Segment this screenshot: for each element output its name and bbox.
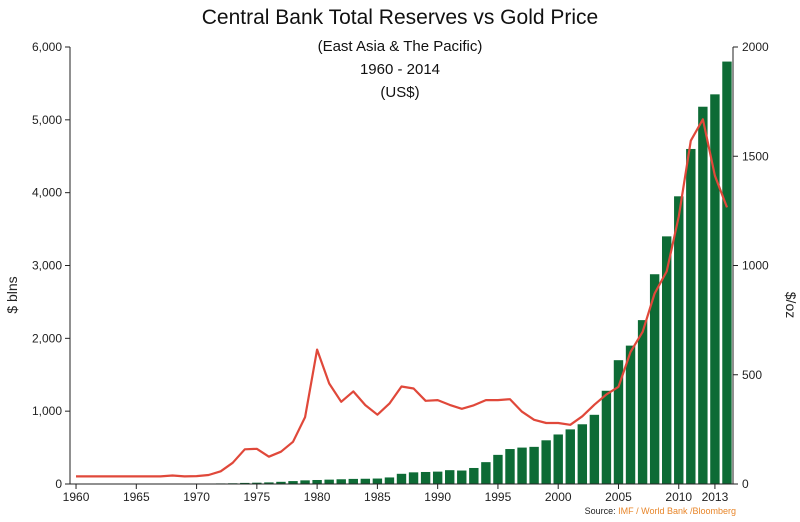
x-tick-label: 1965	[123, 490, 150, 504]
source-value: IMF / World Bank /Bloomberg	[618, 506, 736, 516]
y-left-tick-label: 3,000	[32, 259, 62, 273]
reserves-bar	[661, 236, 672, 484]
reserves-bar	[240, 482, 250, 484]
reserves-bar	[469, 467, 479, 484]
gold-line-layer	[76, 118, 729, 478]
reserves-bar	[698, 106, 708, 485]
reserves-bar	[529, 446, 539, 484]
reserves-bar	[396, 473, 407, 484]
reserves-bar	[324, 479, 334, 484]
reserves-bar	[336, 479, 346, 484]
reserves-bar	[553, 434, 563, 484]
reserves-bar	[710, 94, 720, 484]
y-left-tick-label: 2,000	[32, 331, 62, 345]
chart-title: Central Bank Total Reserves vs Gold Pric…	[201, 6, 599, 29]
reserves-bar	[372, 478, 383, 484]
y-left-tick-label: 6,000	[32, 40, 62, 54]
y-left-tick-label: 1,000	[32, 404, 62, 418]
y-axis-right-label: $/oz	[783, 292, 799, 318]
reserves-bar	[649, 274, 660, 484]
reserves-bar	[686, 148, 696, 484]
x-tick-label: 1970	[183, 490, 210, 504]
y-right-tick-label: 500	[742, 368, 762, 382]
reserves-bar	[517, 447, 527, 484]
reserves-bar	[457, 470, 467, 484]
reserves-bar	[300, 480, 310, 484]
chart-subtitle-range: 1960 - 2014	[359, 61, 441, 78]
reserves-bar	[577, 424, 588, 484]
reserves-bar	[312, 479, 322, 484]
y-right-tick-label: 1000	[742, 259, 769, 273]
reserves-bar	[505, 449, 515, 484]
x-tick-label: 2005	[605, 490, 632, 504]
x-tick-label: 1975	[243, 490, 270, 504]
x-tick-label: 1980	[304, 490, 331, 504]
reserves-bar	[493, 454, 503, 484]
chart-subtitle-region: (East Asia & The Pacific)	[317, 38, 483, 55]
reserves-bars	[71, 61, 732, 485]
reserves-bar	[613, 360, 624, 484]
axes	[65, 46, 738, 489]
y-left-tick-label: 0	[55, 477, 62, 491]
reserves-bar	[420, 471, 431, 484]
chart-subtitle-units: (US$)	[380, 84, 420, 101]
reserves-bar	[722, 61, 732, 485]
reserves-bar	[276, 481, 286, 484]
x-tick-label: 1990	[424, 490, 451, 504]
reserves-bar	[674, 196, 684, 484]
reserves-bar	[432, 471, 443, 484]
reserves-bar	[445, 470, 455, 484]
reserves-bar	[601, 390, 612, 484]
reserves-bar	[252, 482, 262, 484]
x-tick-label: 1985	[364, 490, 391, 504]
reserves-bar	[565, 429, 575, 484]
reserves-bar	[348, 478, 358, 484]
y-right-tick-label: 1500	[742, 149, 769, 163]
reserves-bar	[264, 482, 274, 484]
x-tick-label: 1995	[485, 490, 512, 504]
x-tick-label: 2000	[545, 490, 572, 504]
reserves-bar	[589, 414, 600, 484]
x-tick-label: 2013	[702, 490, 729, 504]
y-axis-left-label: $ blns	[4, 276, 20, 313]
reserves-bar	[384, 477, 395, 484]
gold-price-line	[76, 118, 729, 478]
reserves-bar	[637, 320, 648, 484]
y-left-tick-label: 4,000	[32, 186, 62, 200]
source-note: Source: IMF / World Bank /Bloomberg	[585, 506, 736, 516]
tick-labels: 0 1,000 2,000 3,000 4,000 5,000 6,000 0 500 1000 1…	[32, 40, 769, 504]
y-right-tick-label: 2000	[742, 40, 769, 54]
x-tick-label: 2010	[665, 490, 692, 504]
reserves-bar	[288, 481, 298, 484]
reserves-bar	[481, 462, 491, 484]
reserves-bar	[625, 345, 636, 484]
y-left-tick-label: 5,000	[32, 113, 62, 127]
reserves-bar	[541, 440, 551, 484]
reserves-bar	[408, 472, 419, 484]
x-tick-label: 1960	[63, 490, 90, 504]
source-label: Source:	[584, 506, 619, 516]
reserves-bar	[360, 478, 371, 484]
y-right-tick-label: 0	[742, 477, 749, 491]
